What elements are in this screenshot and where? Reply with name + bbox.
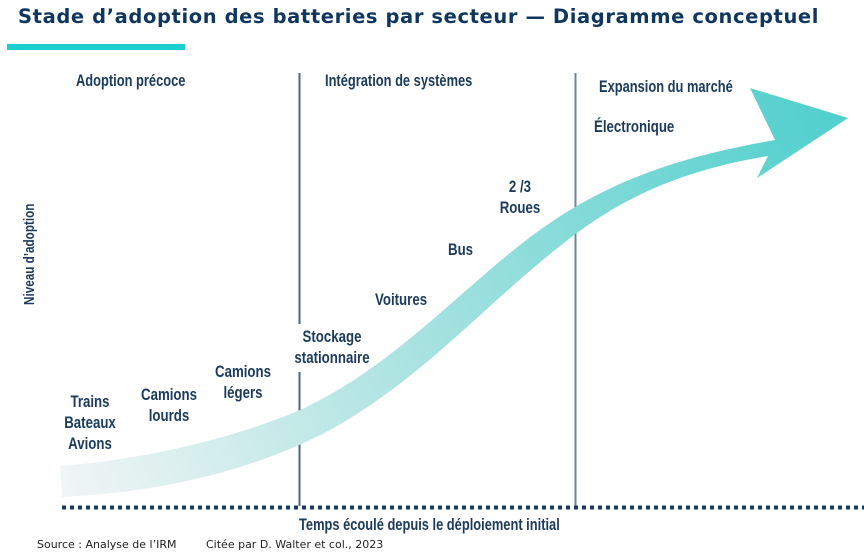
source-note: Source : Analyse de l’IRM xyxy=(37,538,177,551)
sector-label-electronique: Électronique xyxy=(594,116,674,137)
page-title: Stade d’adoption des batteries par secte… xyxy=(18,5,820,28)
sector-line: Voitures xyxy=(375,290,428,309)
adoption-curve-arrow xyxy=(60,88,848,497)
sector-line: Stockage xyxy=(302,327,362,346)
sector-line: Électronique xyxy=(594,117,675,136)
sector-line: Trains xyxy=(70,392,110,411)
sector-label-2-3-roues: 2 /3 Roues xyxy=(489,176,551,218)
sector-line: Avions xyxy=(68,434,112,453)
sector-label-bus: Bus xyxy=(448,239,473,260)
sector-label-stockage-stationnaire: Stockage stationnaire xyxy=(293,326,371,368)
phase-label-adoption-precoce: Adoption précoce xyxy=(76,72,186,90)
y-axis-label: Niveau d’adoption xyxy=(21,203,38,305)
sector-line: légers xyxy=(223,383,263,402)
citation-note: Citée par D. Walter et col., 2023 xyxy=(206,538,384,551)
sector-line: lourds xyxy=(148,406,190,425)
sector-line: Camions xyxy=(140,385,197,404)
sector-label-trains-bateaux-avions: Trains Bateaux Avions xyxy=(56,391,123,454)
sector-line: Bus xyxy=(448,240,474,259)
sector-line: Bateaux xyxy=(64,413,116,432)
phase-label-expansion-marche: Expansion du marché xyxy=(599,78,733,96)
sector-label-voitures: Voitures xyxy=(375,289,427,310)
sector-line: Camions xyxy=(214,362,271,381)
sector-line: 2 /3 xyxy=(508,177,532,196)
x-axis-label: Temps écoulé depuis le déploiement initi… xyxy=(299,516,560,534)
sector-line: stationnaire xyxy=(294,348,370,367)
title-accent-bar xyxy=(7,44,185,50)
sector-label-camions-legers: Camions légers xyxy=(208,361,278,403)
sector-label-camions-lourds: Camions lourds xyxy=(134,384,204,426)
sector-line: Roues xyxy=(499,198,541,217)
phase-label-integration-systemes: Intégration de systèmes xyxy=(325,72,473,90)
